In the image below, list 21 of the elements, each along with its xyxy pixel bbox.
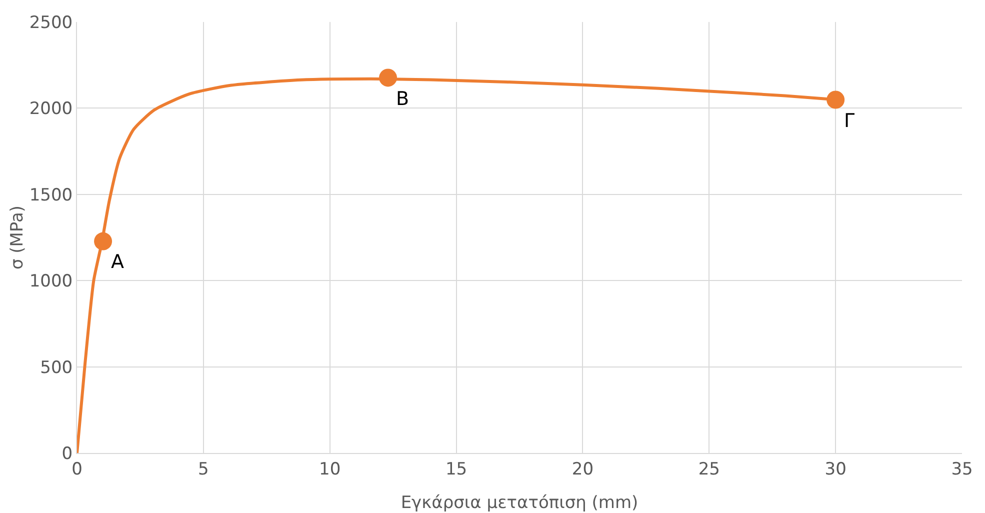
- x-tick-label: 10: [319, 459, 341, 480]
- annotation: B: [396, 88, 410, 110]
- y-tick-label: 0: [62, 444, 73, 464]
- x-axis-title: Εγκάρσια μετατόπιση (mm): [400, 493, 638, 513]
- y-tick-label: 1000: [29, 272, 73, 292]
- y-axis-title: σ (MPa): [7, 205, 28, 270]
- x-tick-label: 25: [698, 459, 720, 480]
- point: [94, 232, 112, 250]
- y-tick-label: 500: [40, 358, 73, 378]
- y-tick-label: 2000: [29, 99, 73, 120]
- annotation: Γ: [844, 110, 855, 132]
- x-tick-label: 5: [198, 459, 209, 480]
- y-tick-label: 1500: [29, 185, 73, 206]
- x-tick-label: 35: [951, 459, 973, 480]
- x-tick-label: 20: [572, 459, 594, 480]
- point: [826, 90, 845, 109]
- x-tick-label: 15: [445, 459, 468, 480]
- point: [379, 68, 398, 87]
- y-tick-label: 2500: [29, 12, 73, 33]
- annotation: A: [111, 251, 124, 273]
- x-tick-label: 30: [824, 459, 846, 480]
